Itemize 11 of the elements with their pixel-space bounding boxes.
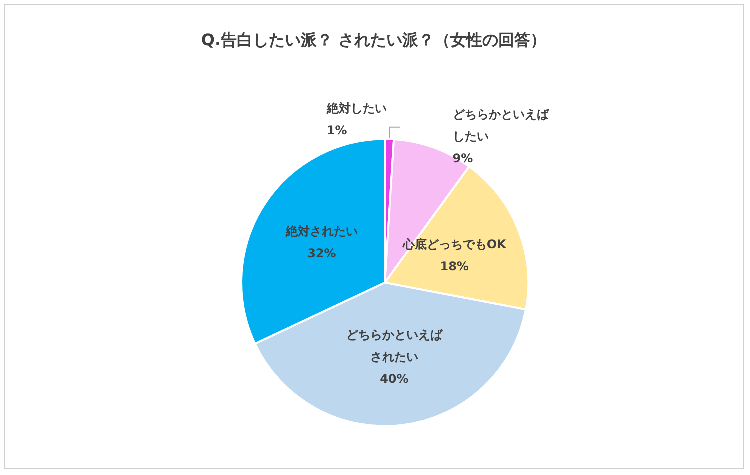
chart-title: Q.告白したい派？ されたい派？（女性の回答）	[201, 30, 547, 50]
slice-label: どちらかといえばされたい	[346, 328, 444, 364]
data-label: 18%	[440, 259, 469, 274]
slice-label: 絶対したい	[326, 101, 387, 116]
slice-label: 絶対されたい	[284, 224, 358, 239]
data-label: 32%	[308, 246, 336, 261]
slice-label: どちらかといえばしたい	[452, 107, 550, 144]
data-label: 40%	[380, 372, 409, 386]
slice-label: 心底どっちでもOK	[402, 237, 508, 252]
data-label: 1%	[326, 123, 348, 138]
data-label: 9%	[452, 151, 474, 166]
